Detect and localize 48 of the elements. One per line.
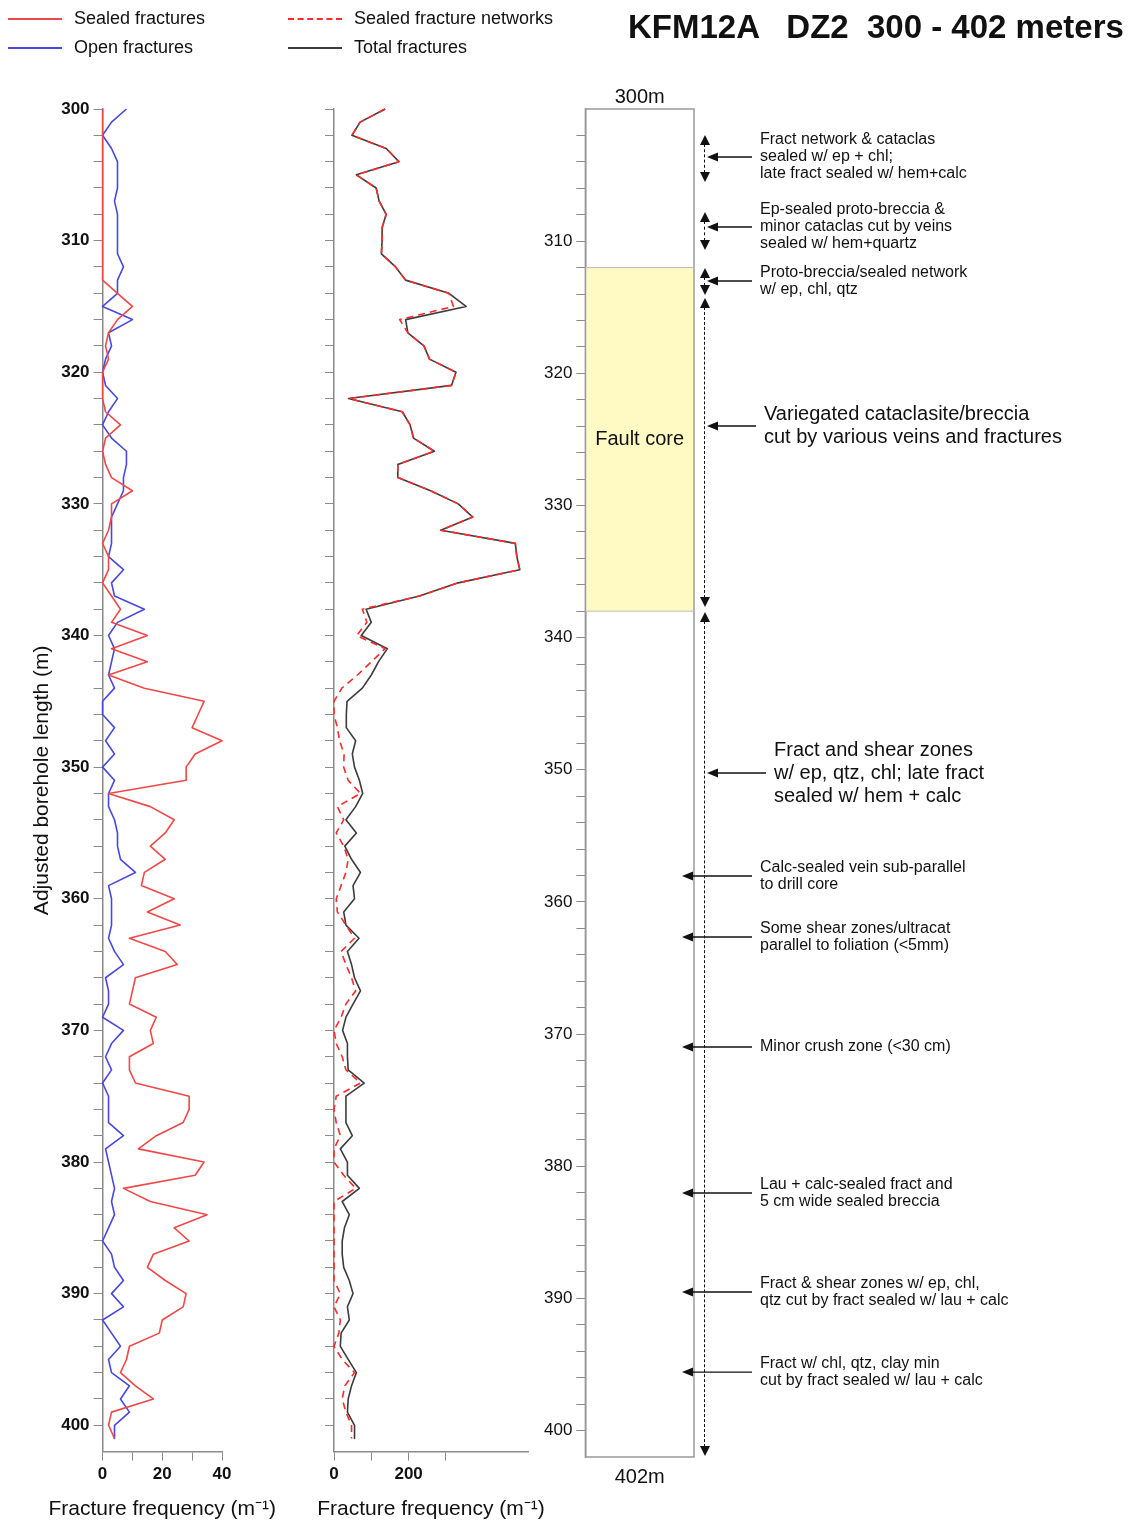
y-tick-label: 300 [61,98,90,118]
text: 402m [614,1465,665,1487]
y-tick-label: 370 [61,1020,90,1040]
text: Lau + calc-sealed fract and 5 cm wide sealed breccia [760,1174,953,1209]
legend-label: Open fractures [74,37,194,58]
text: Fract and shear zones w/ ep, qtz, chl; late fract sealed w/ hem + calc [773,737,985,806]
y-tick-label: 360 [543,891,573,911]
text: Calc-sealed vein sub-parallel to drill core [760,857,966,892]
y-tick-label: 390 [61,1283,90,1303]
y-tick-label: 400 [543,1420,573,1440]
y-tick-label: 380 [61,1151,90,1171]
text: Variegated cataclasite/breccia cut by various veins and fractures [764,402,1062,448]
y-tick-label: 310 [543,230,573,250]
y-tick-label: 380 [543,1155,573,1175]
text: Fract & shear zones w/ ep, chl, qtz cut by fract sealed w/ lau + calc [760,1273,1009,1308]
x-tick-label: 0 [329,1464,339,1484]
legend-label: Total fractures [354,37,468,58]
text: 300m [614,85,665,107]
y-tick-label: 310 [61,230,90,250]
y-tick-label: 360 [61,888,90,908]
text: Fract network & cataclas sealed w/ ep + chl; late fract sealed w/ hem+calc [760,130,967,182]
y-tick-label: 320 [61,361,90,381]
y-tick-label: 340 [543,627,573,647]
text: Minor crush zone (<30 cm) [760,1037,951,1055]
x-tick-label: 40 [212,1464,232,1484]
x-axis-title: Fracture frequency (m⁻¹) [317,1496,545,1519]
x-tick-label: 20 [152,1464,172,1484]
text: KFM12A DZ2 300 - 402 meters [628,8,1124,46]
text: Ep-sealed proto-breccia & minor cataclas cut by veins sealed w/ hem+quartz [760,200,953,252]
y-tick-label: 350 [61,756,90,776]
text: Some shear zones/ultracat parallel to foliation (<5mm) [760,918,951,953]
x-tick-label: 200 [394,1464,423,1484]
y-tick-label: 320 [543,363,573,382]
y-tick-label: 340 [61,625,90,645]
legend-label: Sealed fracture networks [354,8,554,29]
text: Fract w/ chl, qtz, clay min cut by fract sealed w/ lau + calc [760,1353,983,1388]
x-axis-title: Fracture frequency (m⁻¹) [48,1496,277,1519]
legend-label: Sealed fractures [74,8,206,29]
text: Proto-breccia/sealed network w/ ep, chl, qtz [759,262,969,297]
y-tick-label: 400 [61,1414,90,1434]
y-tick-label: 330 [61,493,90,513]
x-tick-label: 0 [97,1464,108,1484]
y-tick-label: 390 [543,1288,573,1308]
y-tick-label: 350 [543,759,573,779]
band-label: Fault core [595,426,685,449]
y-axis-title: Adjusted borehole length (m) [29,645,53,916]
y-tick-label: 330 [543,495,573,515]
y-tick-label: 370 [543,1023,573,1043]
